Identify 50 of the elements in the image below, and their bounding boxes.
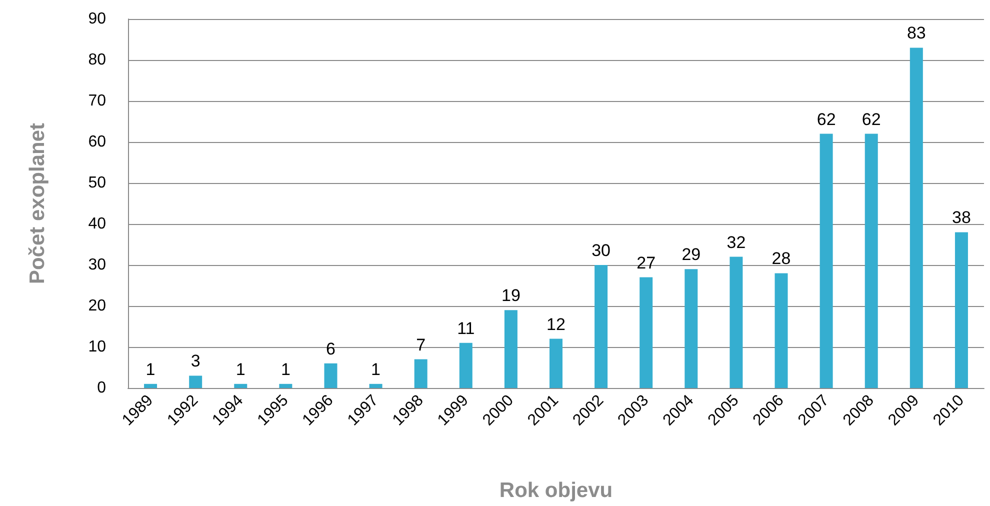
data-label: 1 <box>371 360 381 379</box>
y-tick-label: 90 <box>88 10 106 28</box>
y-tick-label: 70 <box>88 92 106 110</box>
data-label: 3 <box>190 352 200 371</box>
bar <box>910 48 923 388</box>
y-axis-title: Počet exoplanet <box>26 122 49 284</box>
bar <box>820 134 833 388</box>
y-tick-label: 80 <box>88 52 106 68</box>
bar <box>864 134 878 388</box>
bar <box>324 363 338 388</box>
data-label: 1 <box>146 360 156 379</box>
data-label: 1 <box>280 360 290 379</box>
data-label: 27 <box>636 253 656 272</box>
data-label: 12 <box>546 314 566 334</box>
bar <box>550 338 562 388</box>
bar <box>414 359 428 388</box>
data-label: 6 <box>326 339 336 358</box>
bar <box>279 384 292 388</box>
y-tick-label: 60 <box>88 134 106 150</box>
bar <box>144 384 158 388</box>
y-tick-label: 50 <box>88 174 106 192</box>
bar <box>774 273 788 388</box>
y-tick-label: 30 <box>88 256 106 274</box>
bar <box>369 384 382 388</box>
data-label: 1 <box>236 360 246 379</box>
bar <box>504 310 518 388</box>
y-tick-label: 0 <box>97 380 106 396</box>
bar <box>189 376 202 388</box>
data-label: 7 <box>416 335 426 354</box>
y-tick-label: 40 <box>88 216 106 232</box>
data-label: 32 <box>726 232 746 252</box>
bar <box>594 265 608 388</box>
y-tick-label: 20 <box>88 298 106 314</box>
data-label: 62 <box>816 110 836 129</box>
data-label: 62 <box>862 110 881 129</box>
x-axis-title: Rok objevu <box>499 479 613 502</box>
data-label: 19 <box>501 286 520 306</box>
data-label: 28 <box>772 249 791 268</box>
data-label: 83 <box>906 24 926 43</box>
bar <box>730 256 743 388</box>
data-label: 38 <box>952 208 971 228</box>
bar <box>234 384 248 388</box>
data-label: 11 <box>457 318 475 338</box>
bar <box>459 342 472 388</box>
bar <box>640 277 653 388</box>
bar <box>684 269 698 388</box>
bar <box>954 232 968 388</box>
y-tick-label: 10 <box>88 338 106 356</box>
data-label: 29 <box>682 245 701 264</box>
data-label: 30 <box>592 241 611 260</box>
